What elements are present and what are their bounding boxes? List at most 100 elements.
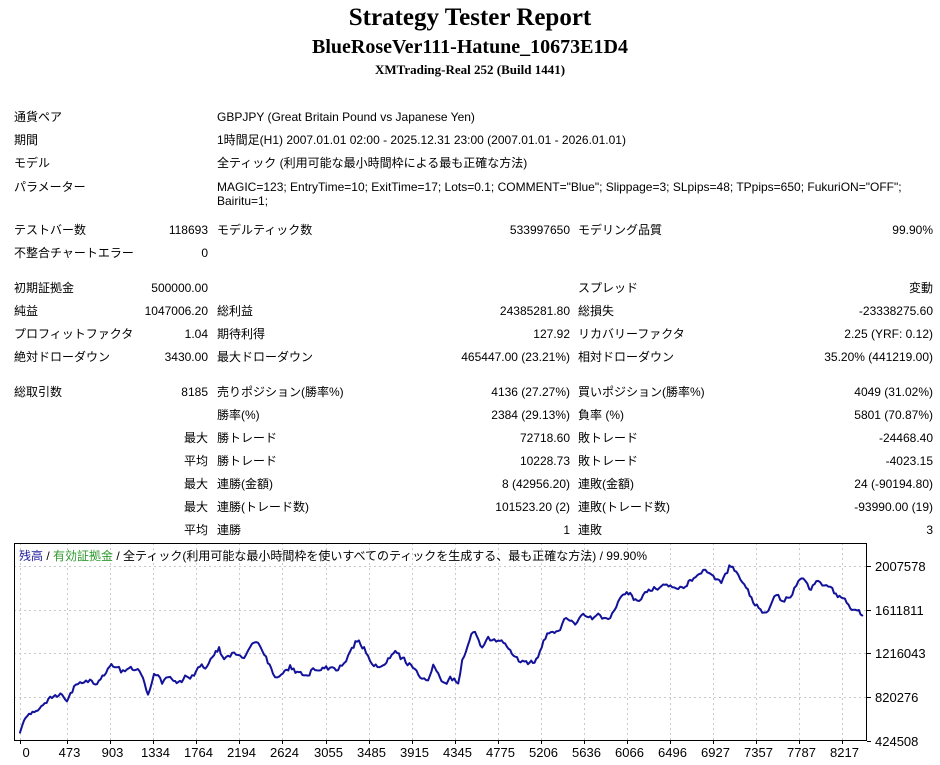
row-label: 敗トレード <box>578 431 639 445</box>
row-value: 2384 (29.13%) <box>491 408 570 422</box>
table-row: 総取引数 8185 売りポジション(勝率%) 4136 (27.27%) 買いポジション… <box>14 381 933 404</box>
row-label: モデリング品質 <box>578 223 663 237</box>
table-row: 平均 連勝 1 連敗 3 <box>14 519 933 542</box>
row-label: 連敗(トレード数) <box>578 500 670 514</box>
row-label: 連敗 <box>578 523 603 537</box>
row-label <box>14 427 134 450</box>
plot-border <box>14 543 867 741</box>
row-label: 不整合チャートエラー <box>14 246 134 260</box>
report-table: 通貨ペア GBPJPY (Great Britain Pound vs Japan… <box>14 106 933 542</box>
row-value: 3430.00 <box>164 350 208 364</box>
row-label: プロフィットファクタ <box>14 327 134 341</box>
row-label <box>14 404 134 427</box>
spacer <box>208 323 217 346</box>
svg-text:2007578: 2007578 <box>875 559 926 574</box>
spacer <box>208 496 217 519</box>
row-label: 純益 <box>14 304 39 318</box>
row-label: 期待利得 <box>217 327 266 341</box>
grid <box>14 543 871 744</box>
table-row: 絶対ドローダウン 3430.00 最大ドローダウン 465447.00 (23.21%… <box>14 346 933 369</box>
svg-text:3055: 3055 <box>314 745 343 760</box>
row-label: 勝トレード <box>217 454 278 468</box>
spacer <box>208 346 217 369</box>
row-value: 533997650 <box>509 223 570 237</box>
svg-text:473: 473 <box>59 745 81 760</box>
row-label: 相対ドローダウン <box>578 350 675 364</box>
row-label: パラメーター <box>14 180 86 194</box>
row-label: 勝率(%) <box>217 408 260 422</box>
spacer <box>208 404 217 427</box>
spacer <box>570 450 578 473</box>
row-value: 4049 (31.02%) <box>854 385 933 399</box>
row-label: 連勝(トレード数) <box>217 500 309 514</box>
row-value: 1時間足(H1) 2007.01.01 02:00 - 2025.12.31 2… <box>217 133 626 147</box>
equity-chart: 0 473 903 1334 1764 2194 2624 3055 3485 3915 4345 4… <box>14 543 926 760</box>
row-label: 連勝 <box>217 523 242 537</box>
table-row: 勝率(%) 2384 (29.13%) 負率 (%) 5801 (70.87%) <box>14 404 933 427</box>
svg-text:7357: 7357 <box>744 745 773 760</box>
row-label <box>578 242 708 265</box>
row-label <box>217 277 350 300</box>
spacer <box>208 300 217 323</box>
table-row: 純益 1047006.20 総利益 24385281.80 総損失 -23338275.6… <box>14 300 933 323</box>
row-value: 10228.73 <box>519 454 570 468</box>
svg-text:0: 0 <box>23 745 30 760</box>
svg-text:2624: 2624 <box>270 745 299 760</box>
spacer <box>208 450 217 473</box>
row-value: 0 <box>201 246 208 260</box>
svg-text:8217: 8217 <box>830 745 859 760</box>
row-label: 初期証拠金 <box>14 281 75 295</box>
table-row: パラメーター MAGIC=123; EntryTime=10; ExitTime=… <box>14 175 933 219</box>
spacer <box>208 519 217 542</box>
param-line: MAGIC=123; EntryTime=10; ExitTime=17; Lo… <box>217 180 902 194</box>
table-row: モデル 全ティック (利用可能な最小時間枠による最も正確な方法) <box>14 152 933 175</box>
row-value: 1047006.20 <box>144 304 208 318</box>
page-title: Strategy Tester Report <box>348 4 592 31</box>
row-value: 平均 <box>183 454 208 468</box>
row-label: 最大ドローダウン <box>217 350 314 364</box>
row-label <box>14 496 134 519</box>
spacer <box>208 427 217 450</box>
row-value: 4136 (27.27%) <box>491 385 570 399</box>
row-value: 最大 <box>183 477 208 491</box>
row-label <box>14 450 134 473</box>
row-label: 絶対ドローダウン <box>14 350 111 364</box>
row-value: 500000.00 <box>151 281 208 295</box>
row-value: 24385281.80 <box>499 304 570 318</box>
row-label: 総取引数 <box>14 385 63 399</box>
row-value: 8 (42956.20) <box>501 477 570 491</box>
row-value <box>134 404 208 427</box>
svg-text:7787: 7787 <box>787 745 816 760</box>
row-value: 24 (-90194.80) <box>854 477 933 491</box>
spacer <box>208 381 217 404</box>
spacer <box>570 381 578 404</box>
spacer <box>570 277 578 300</box>
row-value: 118693 <box>168 223 208 237</box>
table-row: 最大 連勝(トレード数) 101523.20 (2) 連敗(トレード数) -93990.… <box>14 496 933 519</box>
row-value: 1 <box>563 523 570 537</box>
row-label: 勝トレード <box>217 431 278 445</box>
row-value: 72718.60 <box>519 431 570 445</box>
row-label: 買いポジション(勝率%) <box>578 385 705 399</box>
svg-text:3485: 3485 <box>357 745 386 760</box>
legend-part: / <box>43 549 54 563</box>
legend-part: 残高 <box>19 549 44 563</box>
spacer <box>208 473 217 496</box>
svg-text:4345: 4345 <box>443 745 472 760</box>
row-label <box>14 473 134 496</box>
table-row: 初期証拠金 500000.00 スプレッド 変動 <box>14 277 933 300</box>
row-label: 連勝(金額) <box>217 477 273 491</box>
row-value: -24468.40 <box>878 431 933 445</box>
row-value <box>708 242 933 265</box>
spacer <box>570 323 578 346</box>
row-label: 総損失 <box>578 304 615 318</box>
svg-text:820276: 820276 <box>875 690 918 705</box>
row-value: MAGIC=123; EntryTime=10; ExitTime=17; Lo… <box>217 175 933 219</box>
row-value: 変動 <box>908 281 933 295</box>
row-value <box>350 277 570 300</box>
svg-text:6066: 6066 <box>615 745 644 760</box>
svg-text:6496: 6496 <box>658 745 687 760</box>
axis-labels: 0 473 903 1334 1764 2194 2624 3055 3485 3915 4345 4… <box>23 559 926 760</box>
spacer <box>208 277 217 300</box>
table-row: 平均 勝トレード 10228.73 敗トレード -4023.15 <box>14 450 933 473</box>
